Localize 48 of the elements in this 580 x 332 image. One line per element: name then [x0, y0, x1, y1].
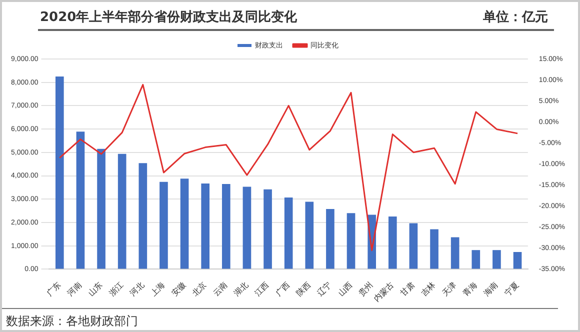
bar	[492, 250, 501, 269]
bar	[264, 189, 272, 269]
x-tick-label: 广西	[274, 280, 292, 298]
x-tick-label: 湖北	[232, 280, 250, 298]
x-tick-label: 宁夏	[502, 280, 520, 298]
bar	[513, 252, 522, 269]
x-tick-label: 内蒙古	[372, 280, 396, 304]
x-tick-label: 浙江	[107, 280, 126, 298]
bar	[180, 178, 189, 269]
x-tick-label: 上海	[149, 280, 167, 298]
x-tick-label: 甘肃	[398, 280, 416, 298]
x-tick-label: 陕西	[294, 280, 312, 298]
bar	[160, 182, 168, 269]
source-note: 数据来源：各地财政部门	[6, 313, 138, 330]
text: 单位：亿元	[483, 9, 548, 26]
x-tick-label: 青海	[461, 280, 479, 298]
bar	[76, 132, 85, 269]
x-tick-label: 江西	[253, 280, 271, 298]
x-tick-label: 广东	[44, 280, 63, 298]
bar	[409, 223, 418, 269]
bar	[472, 250, 480, 269]
x-tick-label: 安徽	[170, 280, 188, 298]
bar	[201, 184, 210, 269]
bar	[388, 216, 397, 269]
x-tick-label: 海南	[482, 280, 500, 298]
x-tick-label: 河南	[66, 280, 84, 298]
chart-title: 2020年上半年部分省份财政支出及同比变化	[40, 8, 298, 26]
x-tick-label: 云南	[211, 280, 230, 298]
bar	[118, 154, 126, 269]
bar	[430, 229, 438, 269]
x-tick-label: 山东	[86, 280, 104, 298]
bar	[346, 213, 356, 269]
bar	[305, 202, 314, 269]
x-tick-label: 北京	[190, 280, 208, 298]
bar	[242, 186, 252, 269]
bar	[55, 76, 64, 269]
bar	[222, 184, 230, 269]
x-tick-label: 河北	[128, 280, 146, 298]
x-tick-label: 辽宁	[316, 280, 334, 298]
bar	[326, 208, 334, 269]
x-tick-label: 山西	[336, 280, 354, 298]
x-tick-label: 贵州	[357, 280, 375, 298]
x-tick-label: 吉林	[420, 280, 438, 298]
bar	[97, 148, 106, 269]
bar	[284, 198, 293, 269]
x-tick-label: 天津	[440, 280, 458, 298]
bar	[450, 237, 460, 269]
bar	[138, 163, 148, 269]
